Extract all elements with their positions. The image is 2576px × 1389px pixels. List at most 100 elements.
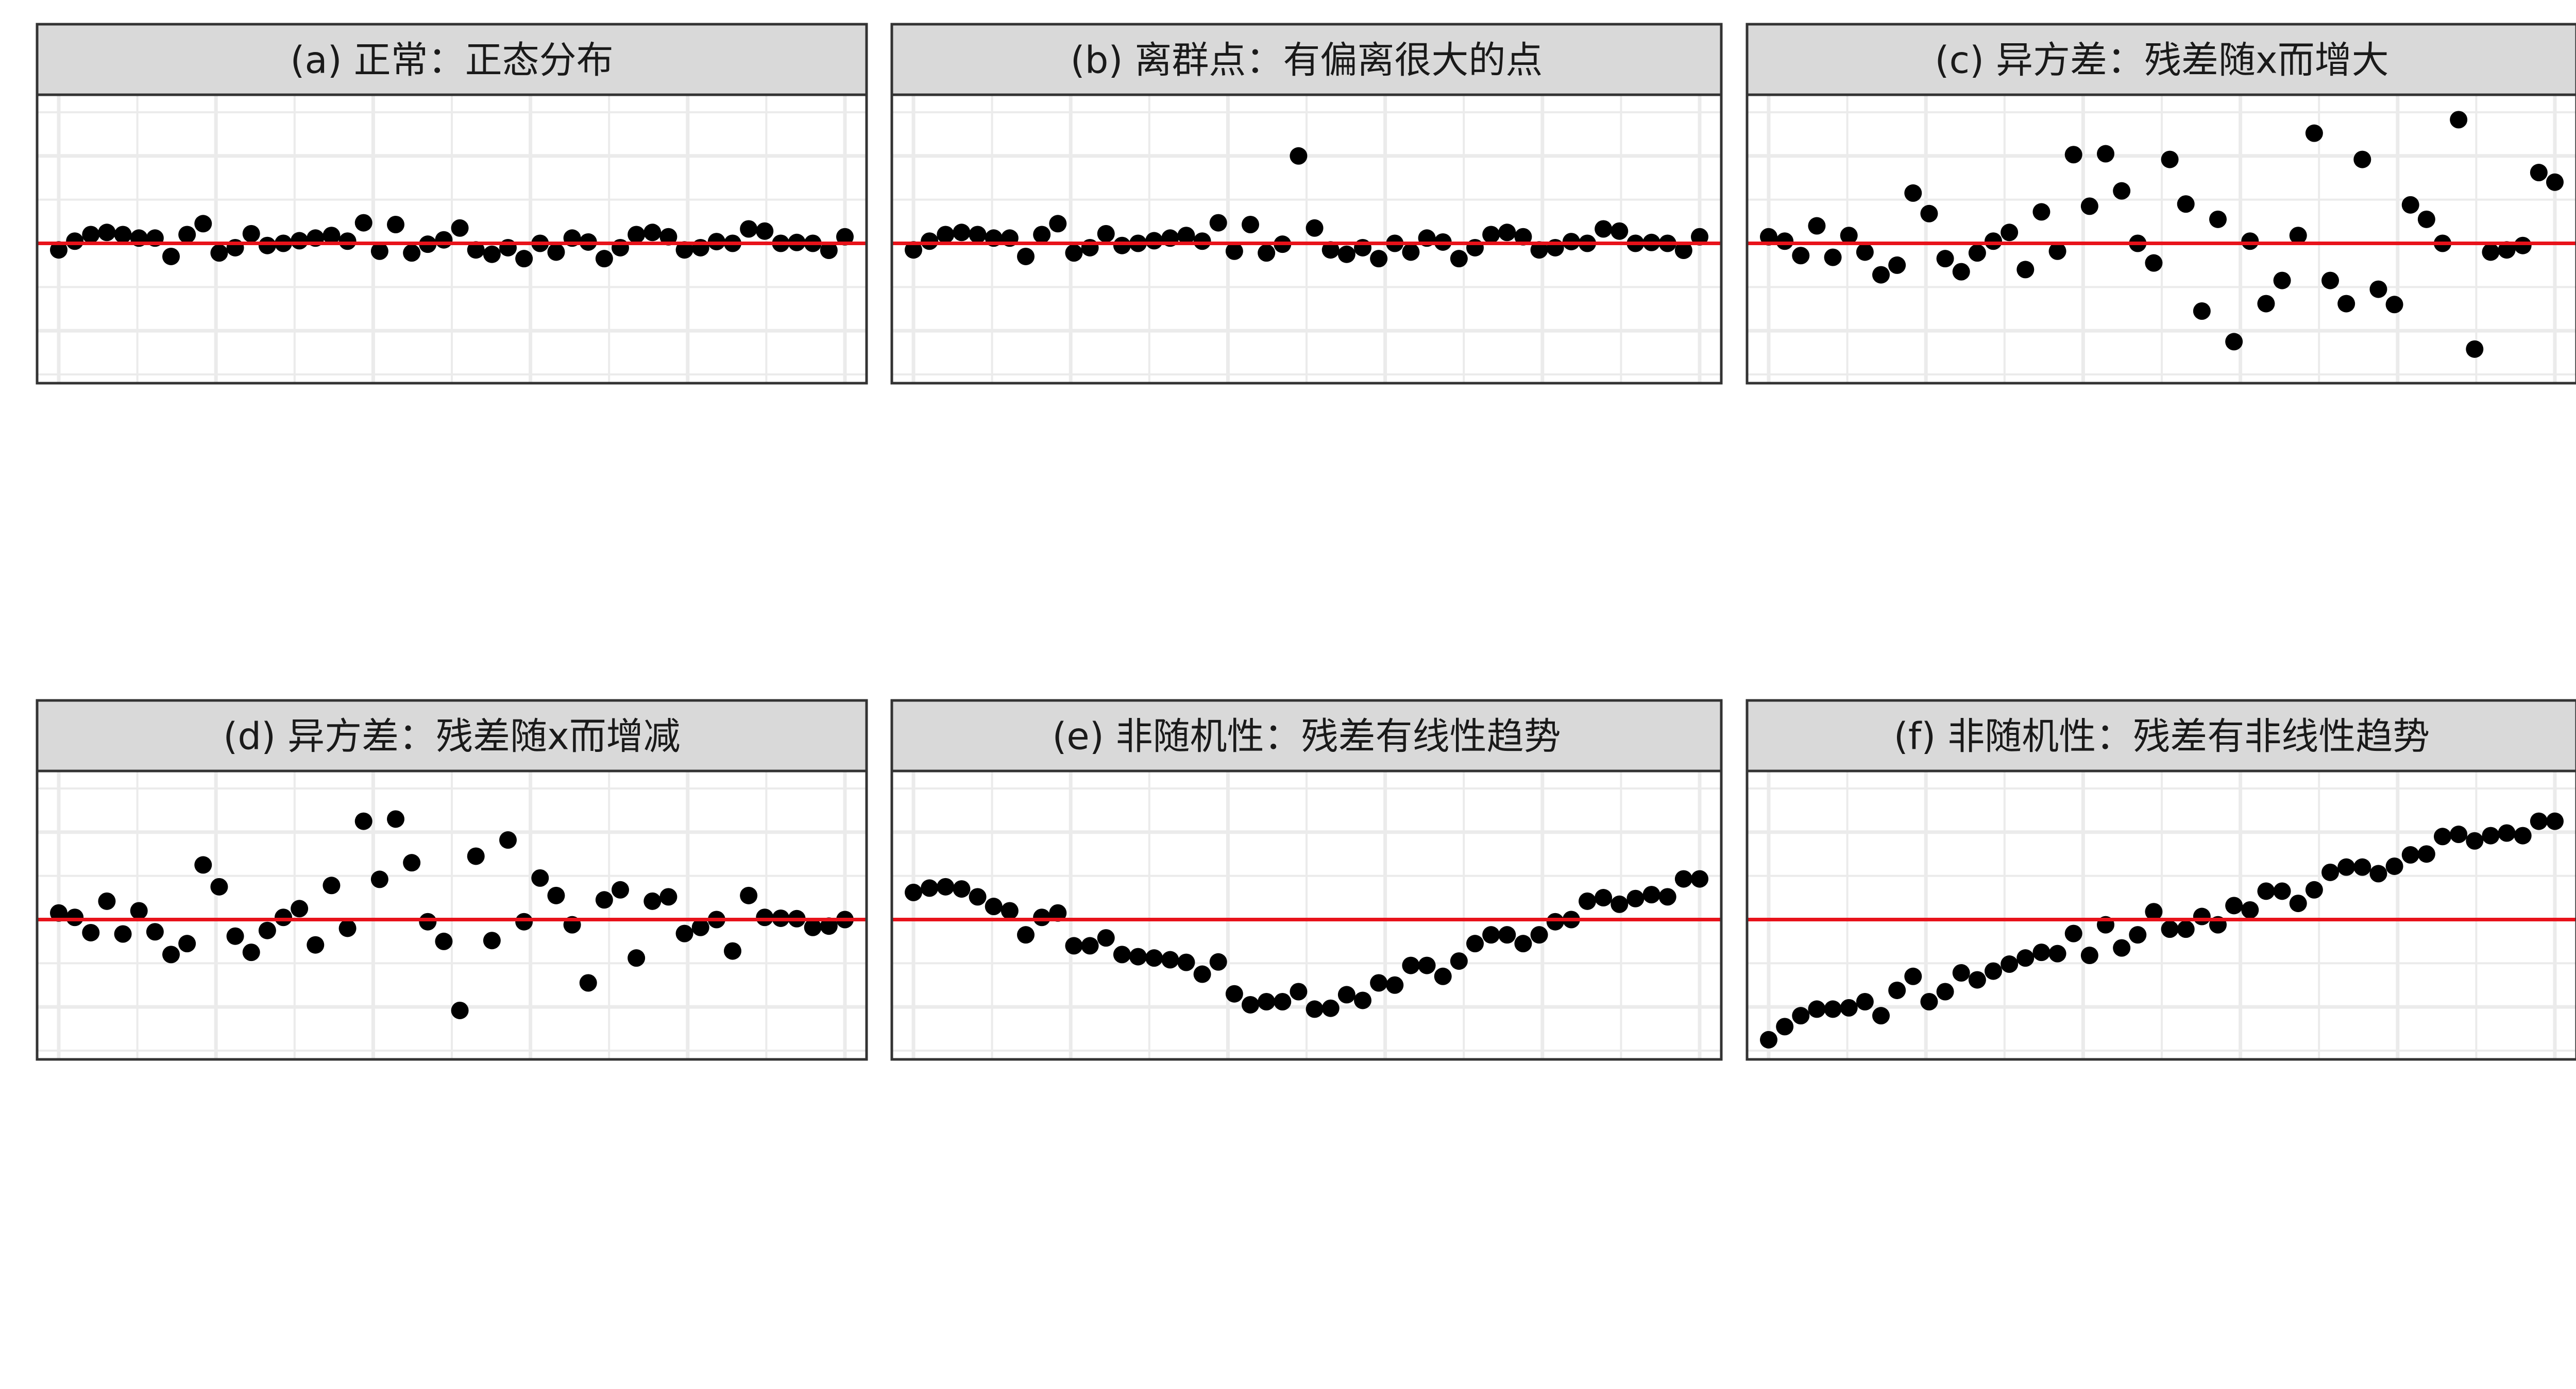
data-point bbox=[403, 244, 421, 262]
data-point bbox=[1546, 913, 1564, 931]
data-point bbox=[1370, 974, 1388, 992]
data-point bbox=[2032, 944, 2050, 962]
data-point bbox=[2225, 333, 2243, 351]
data-point bbox=[969, 888, 987, 906]
data-point bbox=[1290, 983, 1308, 1001]
data-point bbox=[2241, 232, 2259, 250]
data-point bbox=[435, 231, 453, 249]
data-point bbox=[2177, 920, 2195, 938]
data-point bbox=[2530, 164, 2548, 182]
data-point bbox=[1306, 219, 1324, 237]
data-point bbox=[2450, 111, 2468, 129]
data-point bbox=[1888, 981, 1906, 999]
data-point bbox=[2177, 195, 2195, 213]
data-point bbox=[2097, 145, 2114, 163]
data-point bbox=[2337, 858, 2355, 876]
data-point bbox=[1113, 236, 1131, 254]
data-point bbox=[2466, 340, 2484, 358]
data-point bbox=[1065, 937, 1083, 955]
data-point bbox=[836, 228, 854, 246]
data-point bbox=[1904, 967, 1922, 985]
data-point bbox=[66, 232, 84, 250]
data-point bbox=[1482, 226, 1500, 244]
data-point bbox=[1049, 904, 1067, 922]
data-point bbox=[1161, 951, 1179, 969]
data-point bbox=[2337, 295, 2355, 313]
data-point bbox=[2321, 863, 2339, 881]
data-point bbox=[354, 812, 372, 830]
data-point bbox=[50, 904, 67, 922]
data-point bbox=[1418, 956, 1436, 974]
data-point bbox=[2145, 254, 2163, 272]
data-point bbox=[1177, 953, 1195, 971]
data-point bbox=[1985, 962, 2002, 980]
data-point bbox=[1337, 986, 1355, 1004]
data-point bbox=[2048, 945, 2066, 963]
data-point bbox=[1498, 926, 1516, 944]
data-point bbox=[1450, 250, 1468, 268]
facet-strip bbox=[36, 23, 868, 96]
data-point bbox=[1049, 215, 1067, 233]
data-point bbox=[2514, 236, 2532, 254]
data-point bbox=[82, 226, 100, 244]
data-point bbox=[2434, 828, 2451, 846]
data-point bbox=[1611, 222, 1629, 240]
data-point bbox=[1033, 226, 1051, 244]
data-point bbox=[1193, 232, 1211, 250]
data-point bbox=[1658, 888, 1676, 906]
data-point bbox=[2016, 261, 2035, 279]
data-points bbox=[905, 870, 1708, 1018]
data-point bbox=[1113, 946, 1131, 964]
data-point bbox=[1209, 953, 1227, 971]
data-point bbox=[1595, 889, 1613, 907]
data-point bbox=[1402, 956, 1420, 974]
facet-title: (b) 离群点：有偏离很大的点 bbox=[1071, 39, 1543, 82]
data-point bbox=[1386, 976, 1404, 994]
facet-strip bbox=[890, 699, 1723, 773]
data-point bbox=[659, 888, 677, 906]
data-point bbox=[2401, 846, 2419, 864]
panel-e: (e) 非随机性：残差有线性趋势 bbox=[890, 699, 1723, 1061]
data-point bbox=[1968, 244, 1986, 262]
data-point bbox=[2129, 926, 2147, 944]
facet-title: (f) 非随机性：残差有非线性趋势 bbox=[1894, 715, 2430, 758]
data-point bbox=[1674, 870, 1692, 888]
data-point bbox=[2466, 832, 2484, 850]
data-point bbox=[628, 949, 646, 967]
data-point bbox=[2241, 901, 2259, 919]
data-point bbox=[178, 226, 196, 244]
data-point bbox=[2369, 865, 2387, 883]
data-point bbox=[2353, 150, 2371, 168]
data-point bbox=[387, 216, 404, 233]
data-point bbox=[643, 224, 662, 242]
data-point bbox=[1920, 993, 1938, 1010]
data-point bbox=[1595, 220, 1613, 238]
data-point bbox=[1872, 266, 1890, 284]
data-point bbox=[1337, 245, 1355, 263]
data-point bbox=[1177, 227, 1195, 245]
data-point bbox=[1097, 929, 1115, 947]
data-point bbox=[82, 923, 100, 941]
data-point bbox=[242, 225, 260, 243]
data-point bbox=[291, 900, 309, 918]
facet-strip bbox=[1745, 699, 2576, 773]
data-point bbox=[1985, 232, 2002, 250]
data-point bbox=[1065, 244, 1083, 262]
data-point bbox=[2080, 947, 2098, 965]
data-point bbox=[291, 232, 309, 250]
data-point bbox=[515, 913, 533, 931]
data-point bbox=[1193, 965, 1211, 983]
data-point bbox=[905, 241, 922, 259]
data-point bbox=[1642, 886, 1660, 904]
data-point bbox=[1968, 971, 1986, 989]
data-point bbox=[258, 236, 276, 254]
data-point bbox=[467, 241, 485, 259]
data-point bbox=[1321, 999, 1340, 1017]
data-point bbox=[2080, 197, 2098, 215]
data-point bbox=[162, 247, 180, 265]
data-point bbox=[740, 886, 758, 904]
data-point bbox=[1776, 232, 1794, 250]
data-point bbox=[2369, 280, 2387, 298]
data-point bbox=[1840, 999, 1858, 1017]
data-point bbox=[1920, 204, 1938, 222]
